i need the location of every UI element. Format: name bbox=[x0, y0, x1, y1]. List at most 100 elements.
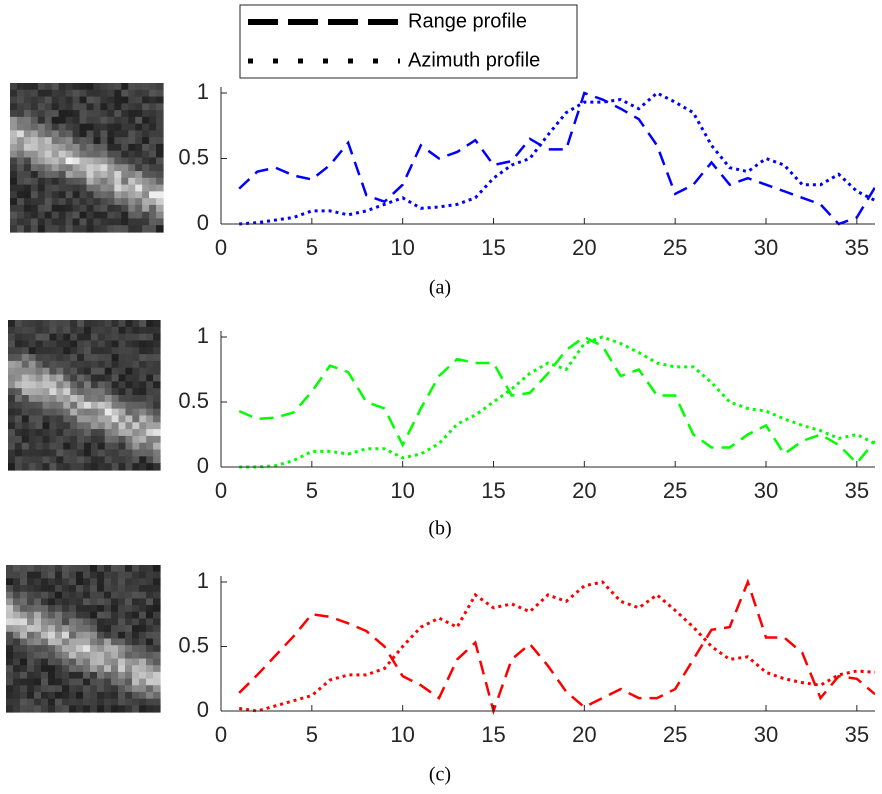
image-pixel bbox=[93, 158, 101, 165]
image-pixel bbox=[63, 327, 71, 334]
image-pixel bbox=[77, 361, 85, 368]
image-pixel bbox=[62, 605, 70, 612]
image-pixel bbox=[22, 402, 30, 409]
x-tick-label: 25 bbox=[663, 722, 687, 747]
image-pixel bbox=[48, 605, 56, 612]
image-pixel bbox=[45, 130, 53, 137]
image-pixel bbox=[84, 395, 92, 402]
image-pixel bbox=[70, 395, 78, 402]
image-pixel bbox=[77, 443, 85, 450]
image-pixel bbox=[10, 212, 18, 219]
image-pixel bbox=[56, 340, 64, 347]
image-pixel bbox=[153, 347, 161, 354]
image-pixel bbox=[91, 334, 99, 341]
image-pixel bbox=[22, 334, 30, 341]
image-pixel bbox=[27, 679, 35, 686]
image-pixel bbox=[15, 429, 23, 436]
image-pixel bbox=[15, 368, 23, 375]
image-pixel bbox=[13, 685, 21, 692]
image-pixel bbox=[41, 598, 49, 605]
image-pixel bbox=[132, 388, 140, 395]
image-pixel bbox=[22, 327, 30, 334]
image-pixel bbox=[146, 672, 154, 679]
image-pixel bbox=[73, 97, 81, 104]
image-pixel bbox=[139, 645, 147, 652]
image-pixel bbox=[31, 137, 39, 144]
image-pixel bbox=[139, 422, 147, 429]
image-pixel bbox=[87, 137, 95, 144]
image-pixel bbox=[121, 212, 129, 219]
image-pixel bbox=[93, 144, 101, 151]
image-pixel bbox=[8, 409, 16, 416]
x-tick-label: 35 bbox=[845, 235, 869, 260]
image-pixel bbox=[15, 320, 23, 327]
image-pixel bbox=[107, 117, 115, 124]
image-pixel bbox=[43, 429, 51, 436]
image-pixel bbox=[104, 632, 112, 639]
image-pixel bbox=[55, 578, 63, 585]
image-pixel bbox=[52, 130, 60, 137]
image-pixel bbox=[87, 164, 95, 171]
image-pixel bbox=[66, 117, 74, 124]
image-pixel bbox=[29, 368, 37, 375]
image-pixel bbox=[56, 395, 64, 402]
image-pixel bbox=[100, 144, 108, 151]
image-pixel bbox=[104, 685, 112, 692]
image-pixel bbox=[90, 605, 98, 612]
image-pixel bbox=[24, 137, 32, 144]
image-pixel bbox=[128, 137, 136, 144]
image-pixel bbox=[132, 572, 140, 579]
image-pixel bbox=[38, 144, 46, 151]
image-pixel bbox=[84, 320, 92, 327]
image-pixel bbox=[17, 110, 25, 117]
image-pixel bbox=[87, 130, 95, 137]
image-pixel bbox=[105, 415, 113, 422]
image-pixel bbox=[29, 456, 37, 463]
image-pixel bbox=[36, 422, 44, 429]
legend-label: Azimuth profile bbox=[408, 49, 540, 71]
image-pixel bbox=[105, 375, 113, 382]
image-pixel bbox=[153, 639, 161, 646]
image-pixel bbox=[36, 361, 44, 368]
image-pixel bbox=[80, 158, 88, 165]
image-pixel bbox=[31, 171, 39, 178]
image-pixel bbox=[63, 415, 71, 422]
image-pixel bbox=[43, 354, 51, 361]
image-pixel bbox=[76, 679, 84, 686]
image-pixel bbox=[153, 429, 161, 436]
image-pixel bbox=[59, 97, 67, 104]
image-pixel bbox=[112, 456, 120, 463]
image-pixel bbox=[59, 137, 67, 144]
image-pixel bbox=[27, 659, 35, 666]
image-pixel bbox=[121, 171, 129, 178]
image-pixel bbox=[90, 625, 98, 632]
image-pixel bbox=[107, 205, 115, 212]
image-pixel bbox=[119, 395, 127, 402]
image-pixel bbox=[121, 158, 129, 165]
image-pixel bbox=[125, 625, 133, 632]
image-pixel bbox=[76, 685, 84, 692]
image-pixel bbox=[90, 699, 98, 706]
image-pixel bbox=[73, 110, 81, 117]
image-pixel bbox=[153, 652, 161, 659]
image-pixel bbox=[56, 334, 64, 341]
image-pixel bbox=[125, 422, 133, 429]
x-tick-label: 15 bbox=[481, 478, 505, 503]
image-pixel bbox=[100, 130, 108, 137]
image-pixel bbox=[36, 415, 44, 422]
image-pixel bbox=[49, 347, 57, 354]
image-pixel bbox=[114, 117, 122, 124]
image-pixel bbox=[62, 679, 70, 686]
image-pixel bbox=[76, 705, 84, 712]
y-tick-label: 0.5 bbox=[178, 632, 209, 657]
image-pixel bbox=[153, 585, 161, 592]
image-pixel bbox=[69, 672, 77, 679]
image-pixel bbox=[128, 117, 136, 124]
image-pixel bbox=[48, 565, 56, 572]
image-pixel bbox=[55, 612, 63, 619]
image-pixel bbox=[91, 381, 99, 388]
image-pixel bbox=[128, 97, 136, 104]
image-pixel bbox=[62, 585, 70, 592]
image-pixel bbox=[156, 158, 164, 165]
image-pixel bbox=[52, 124, 60, 131]
